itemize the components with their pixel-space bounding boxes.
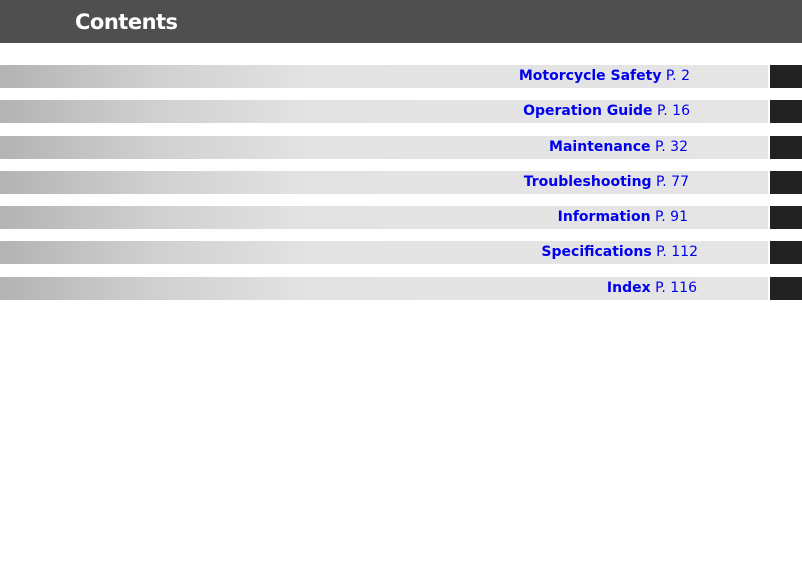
section-tab[interactable] (770, 206, 802, 229)
toc-bar (0, 206, 768, 229)
toc-label: Maintenance (549, 139, 651, 155)
toc-row[interactable]: Maintenance P. 32 (0, 136, 802, 159)
toc-row[interactable]: Index P. 116 (0, 277, 802, 300)
section-tab[interactable] (770, 65, 802, 88)
toc-page: P. 116 (655, 280, 697, 296)
toc-bar (0, 171, 768, 194)
toc-page: P. 112 (656, 244, 698, 260)
toc-label: Operation Guide (523, 103, 653, 119)
toc-bar (0, 241, 768, 264)
toc-page: P. 32 (655, 139, 688, 155)
toc-row[interactable]: Motorcycle Safety P. 2 (0, 65, 802, 88)
toc-label: Specifications (541, 244, 652, 260)
page-title: Contents (75, 10, 178, 34)
toc-bar (0, 136, 768, 159)
toc-link[interactable]: Specifications P. 112 (541, 244, 698, 260)
toc-row[interactable]: Specifications P. 112 (0, 241, 802, 264)
toc-page: P. 91 (655, 209, 688, 225)
toc-label: Troubleshooting (523, 174, 652, 190)
toc-row[interactable]: Troubleshooting P. 77 (0, 171, 802, 194)
toc-page: P. 77 (656, 174, 689, 190)
toc-label: Index (606, 280, 651, 296)
toc-label: Motorcycle Safety (518, 68, 662, 84)
toc-bar (0, 100, 768, 123)
toc-label: Information (557, 209, 651, 225)
toc-bar (0, 65, 768, 88)
section-tab[interactable] (770, 100, 802, 123)
toc-bar (0, 277, 768, 300)
section-tab[interactable] (770, 277, 802, 300)
toc-row[interactable]: Operation Guide P. 16 (0, 100, 802, 123)
toc-link[interactable]: Index P. 116 (607, 280, 697, 296)
toc-link[interactable]: Motorcycle Safety P. 2 (519, 68, 690, 84)
page-header: Contents (0, 0, 802, 43)
section-tab[interactable] (770, 241, 802, 264)
toc-link[interactable]: Maintenance P. 32 (549, 139, 688, 155)
section-tab[interactable] (770, 171, 802, 194)
section-tab[interactable] (770, 136, 802, 159)
toc-page: P. 2 (665, 68, 690, 84)
toc-link[interactable]: Information P. 91 (558, 209, 688, 225)
toc-link[interactable]: Troubleshooting P. 77 (524, 174, 689, 190)
toc-row[interactable]: Information P. 91 (0, 206, 802, 229)
toc-link[interactable]: Operation Guide P. 16 (523, 103, 690, 119)
toc-page: P. 16 (657, 103, 690, 119)
